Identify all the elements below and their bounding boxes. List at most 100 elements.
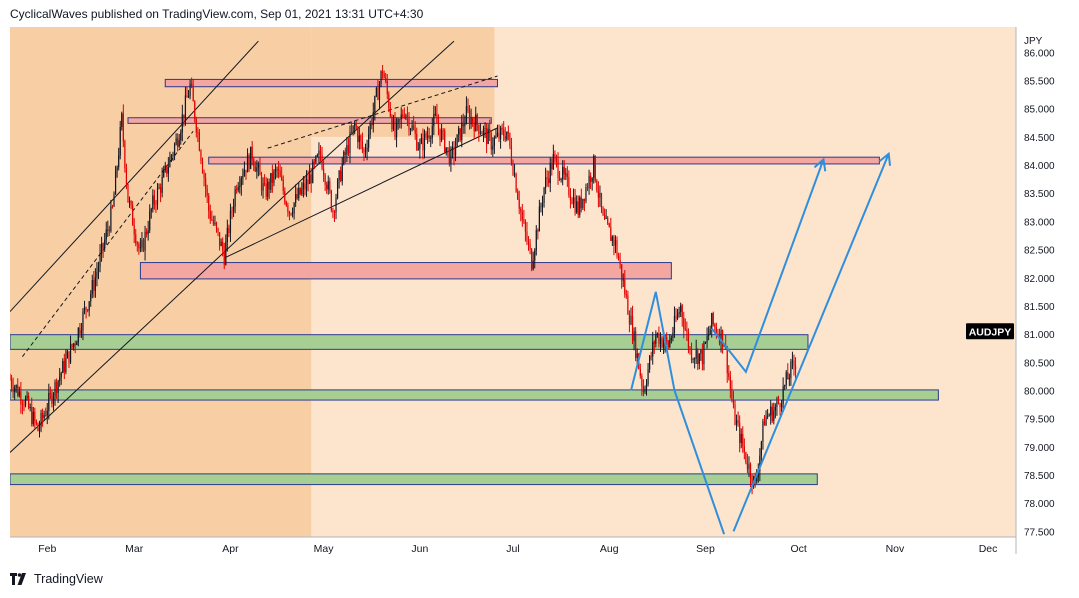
candle-body	[277, 169, 280, 171]
candle-body	[568, 176, 570, 196]
candle-body	[603, 215, 606, 219]
candle-body	[391, 116, 393, 130]
candle-body	[270, 173, 272, 190]
candle-body	[557, 160, 559, 178]
candle-body	[45, 415, 47, 416]
trend-line	[10, 170, 312, 453]
candle-body	[532, 260, 534, 270]
candle-body	[149, 211, 151, 231]
x-tick-label: Aug	[600, 543, 619, 555]
y-tick-label: 84.000	[1024, 161, 1055, 172]
candle-body	[613, 236, 615, 246]
projection-arrowhead	[813, 157, 827, 172]
y-tick-label: 84.500	[1024, 133, 1055, 144]
candle-body	[71, 344, 73, 348]
candle-body	[49, 393, 51, 394]
candle-body	[434, 113, 436, 115]
candle-body	[708, 334, 710, 336]
candle-body	[715, 327, 717, 334]
candle-body	[416, 133, 418, 150]
candle-body	[720, 329, 722, 344]
candle-body	[336, 180, 339, 198]
candle-body	[596, 180, 598, 191]
candle-body	[34, 411, 36, 421]
candle-body	[509, 133, 511, 147]
candle-body	[232, 206, 235, 212]
candle-body	[65, 358, 67, 372]
candle-body	[38, 427, 41, 431]
candle-body	[329, 181, 331, 191]
candle-body	[360, 135, 362, 141]
candle-body	[121, 113, 123, 127]
candle-body	[85, 307, 87, 310]
x-tick-label: Sep	[696, 543, 715, 555]
candle-body	[399, 119, 401, 121]
candle-body	[287, 205, 289, 212]
candle-body	[111, 206, 114, 208]
candle-body	[695, 349, 697, 359]
candle-body	[305, 179, 308, 190]
candle-body	[458, 128, 460, 135]
candle-body	[784, 384, 786, 387]
candle-body	[332, 210, 334, 213]
y-tick-label: 80.000	[1024, 386, 1055, 397]
plot-layer	[10, 27, 1016, 537]
y-tick-label: 79.000	[1024, 443, 1055, 454]
candle-body	[99, 253, 101, 267]
candle-body	[223, 250, 225, 265]
candle-body	[683, 317, 685, 329]
candle-body	[526, 231, 528, 242]
candle-body	[375, 88, 377, 96]
candle-body	[52, 396, 55, 404]
x-tick-label: Nov	[886, 543, 905, 555]
candle-body	[793, 360, 795, 366]
candle-body	[625, 294, 627, 296]
y-tick-label: 81.500	[1024, 302, 1055, 313]
footer: TradingView	[10, 572, 103, 586]
candle-body	[577, 201, 579, 215]
candle-body	[116, 167, 118, 172]
candle-body	[156, 188, 159, 205]
candle-body	[482, 128, 485, 134]
candle-body	[739, 422, 741, 444]
candle-body	[726, 346, 728, 374]
candle-body	[746, 462, 749, 470]
candle-body	[259, 164, 261, 176]
candle-body	[79, 327, 81, 334]
candle-body	[136, 243, 138, 245]
candle-body	[139, 247, 142, 249]
candle-body	[541, 202, 544, 207]
candle-body	[347, 145, 350, 154]
candle-body	[354, 124, 356, 126]
candle-body	[346, 145, 348, 156]
candle-body	[226, 227, 228, 243]
candle-body	[454, 147, 457, 156]
currency-label: JPY	[1024, 36, 1043, 47]
candle-body	[583, 198, 586, 202]
candle-body	[453, 146, 455, 156]
candle-body	[66, 351, 69, 359]
candle-body	[658, 333, 660, 344]
candle-body	[220, 241, 222, 246]
candle-body	[245, 169, 247, 173]
candle-body	[586, 187, 589, 189]
candle-body	[215, 222, 218, 229]
chart-area[interactable]: JPY 86.000 85.500 85.000 84.500 84.000 83.500 8…	[0, 0, 1079, 560]
candle-body	[770, 406, 772, 416]
candle-body	[433, 114, 435, 127]
candle-body	[780, 403, 783, 408]
candle-body	[489, 128, 491, 134]
candle-body	[366, 147, 368, 151]
candle-body	[787, 372, 789, 380]
candle-body	[565, 173, 567, 175]
candle-body	[295, 194, 297, 203]
candle-body	[118, 155, 120, 168]
candle-body	[524, 221, 527, 232]
plot-content	[10, 27, 1016, 537]
candle-body	[700, 349, 702, 354]
candle-body	[546, 177, 548, 179]
candle-body	[132, 205, 134, 226]
candle-body	[284, 191, 286, 203]
candle-body	[12, 386, 14, 393]
